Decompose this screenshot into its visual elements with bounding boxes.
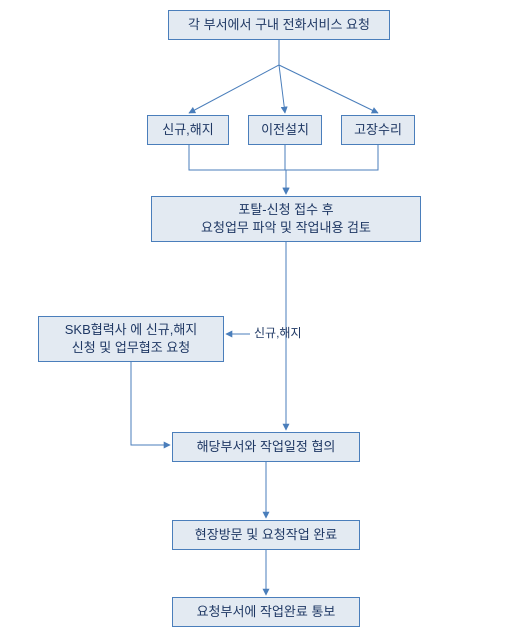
- node-root: 각 부서에서 구내 전화서비스 요청: [168, 10, 390, 40]
- node-skb: SKB협력사 에 신규,해지 신청 및 업무협조 요청: [38, 316, 224, 362]
- edge-label-branch: 신규,해지: [254, 324, 302, 341]
- node-done: 요청부서에 작업완료 통보: [172, 597, 360, 627]
- node-review: 포탈-신청 접수 후 요청업무 파악 및 작업내용 검토: [151, 196, 421, 242]
- node-opt3: 고장수리: [341, 115, 415, 145]
- node-sched: 해당부서와 작업일정 협의: [172, 432, 360, 462]
- node-opt1: 신규,해지: [147, 115, 229, 145]
- node-opt2: 이전설치: [248, 115, 322, 145]
- flowchart-canvas: 각 부서에서 구내 전화서비스 요청 신규,해지 이전설치 고장수리 포탈-신청…: [0, 0, 525, 643]
- node-visit: 현장방문 및 요청작업 완료: [172, 520, 360, 550]
